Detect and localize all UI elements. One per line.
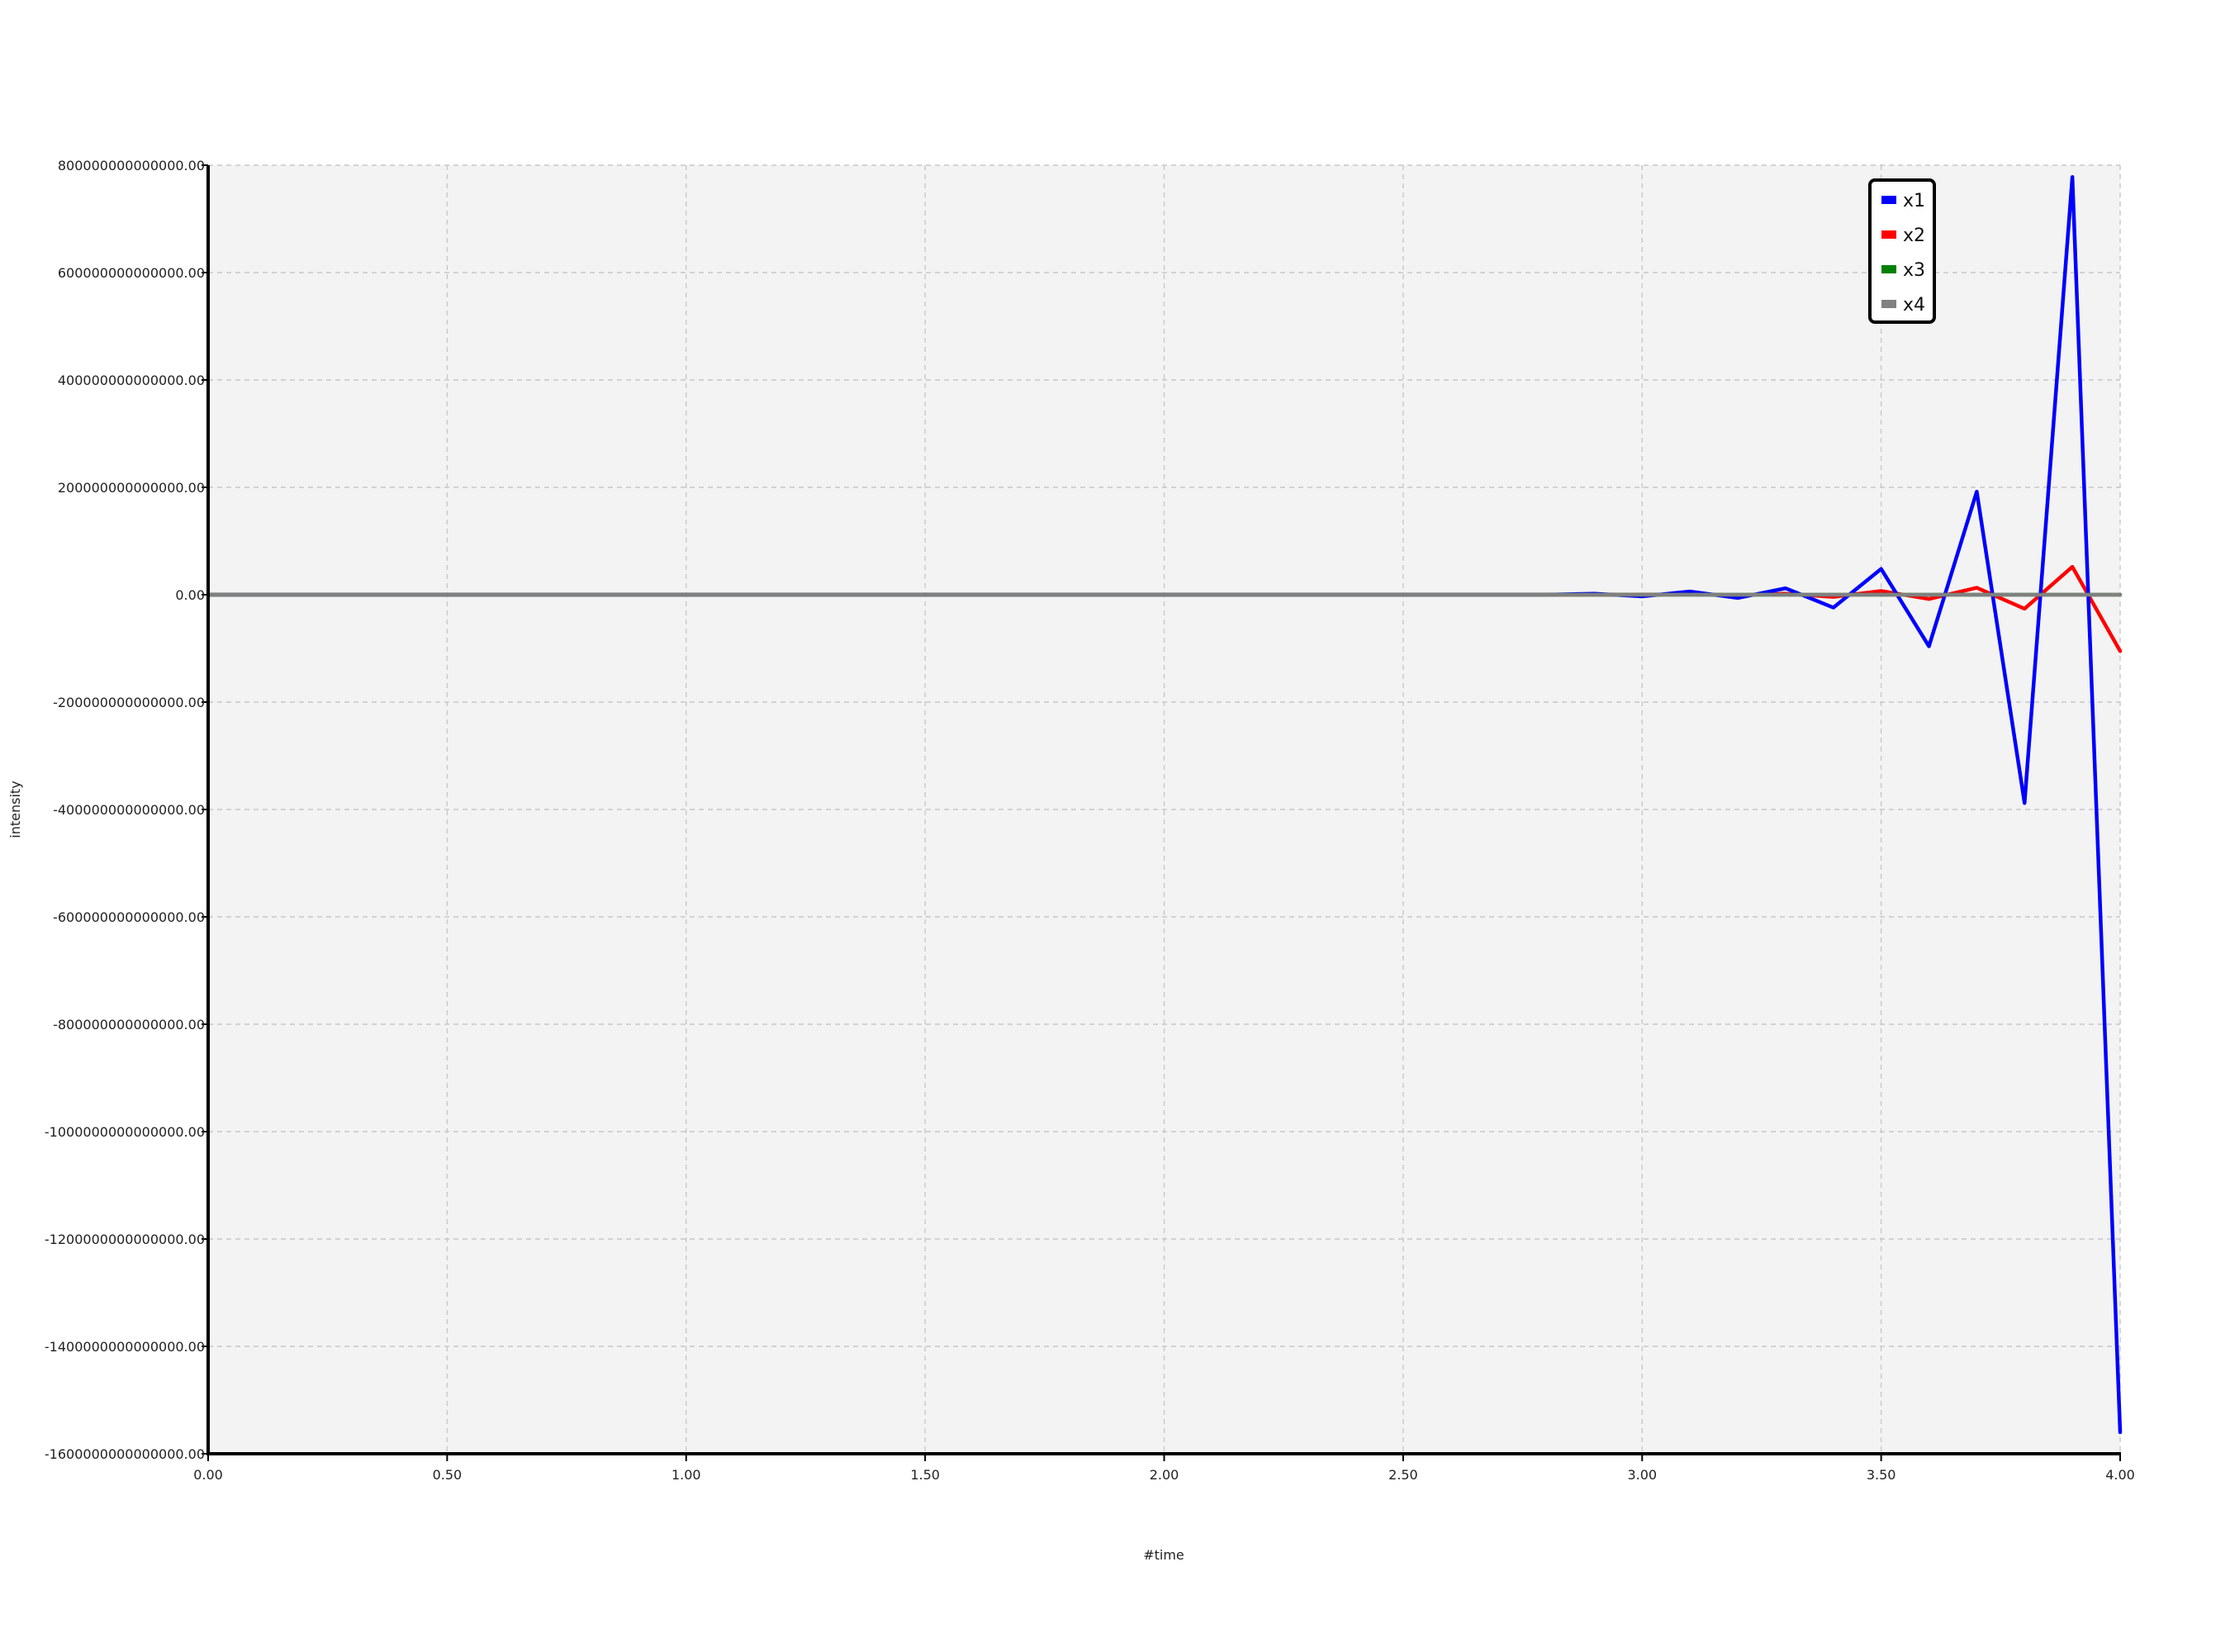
x-tick-label: 3.00 — [1627, 1467, 1657, 1483]
legend-label-x4: x4 — [1903, 295, 1925, 316]
y-tick-label: 600000000000000.00 — [58, 265, 205, 281]
x-tick-label: 2.00 — [1150, 1467, 1179, 1483]
y-tick-label: -800000000000000.00 — [53, 1017, 205, 1032]
x-tick-label: 0.00 — [193, 1467, 223, 1483]
series-group — [206, 175, 2123, 1435]
x-axis-ticks: 0.00 0.50 1.00 1.50 2.00 2.50 3.00 3.50 4.00 — [193, 1454, 2135, 1483]
legend-label-x2: x2 — [1903, 225, 1925, 246]
y-tick-label: 800000000000000.00 — [58, 158, 205, 173]
y-axis-ticks: 800000000000000.00 600000000000000.00 4000… — [45, 158, 208, 1462]
x-axis-title: #time — [1143, 1547, 1184, 1563]
legend-box — [1868, 178, 1936, 324]
legend-items: x1 x2 x3 x4 — [1881, 191, 1925, 316]
y-tick-label: 0.00 — [175, 587, 205, 603]
y-tick-label: -1400000000000000.00 — [45, 1339, 205, 1355]
y-axis-title: intensity — [7, 781, 23, 838]
legend-swatch-x2 — [1881, 230, 1896, 239]
legend: x1 x2 x3 x4 — [1868, 178, 1936, 324]
y-tick-label: -400000000000000.00 — [53, 802, 205, 818]
y-tick-label: -1200000000000000.00 — [45, 1232, 205, 1247]
x-tick-label: 1.00 — [671, 1467, 701, 1483]
y-tick-label: -1600000000000000.00 — [45, 1446, 205, 1462]
y-tick-label: -600000000000000.00 — [53, 909, 205, 925]
y-tick-label: -1000000000000000.00 — [45, 1124, 205, 1140]
legend-swatch-x1 — [1881, 196, 1896, 204]
legend-swatch-x4 — [1881, 300, 1896, 308]
x-tick-label: 0.50 — [433, 1467, 463, 1483]
x-tick-label: 3.50 — [1867, 1467, 1896, 1483]
y-tick-label: 200000000000000.00 — [58, 480, 205, 496]
x-tick-label: 1.50 — [910, 1467, 940, 1483]
y-tick-label: -200000000000000.00 — [53, 695, 205, 710]
x-tick-label: 4.00 — [2105, 1467, 2135, 1483]
legend-swatch-x3 — [1881, 265, 1896, 273]
x-tick-label: 2.50 — [1388, 1467, 1418, 1483]
legend-label-x1: x1 — [1903, 191, 1925, 211]
y-tick-label: 400000000000000.00 — [58, 373, 205, 388]
legend-label-x3: x3 — [1903, 260, 1925, 281]
